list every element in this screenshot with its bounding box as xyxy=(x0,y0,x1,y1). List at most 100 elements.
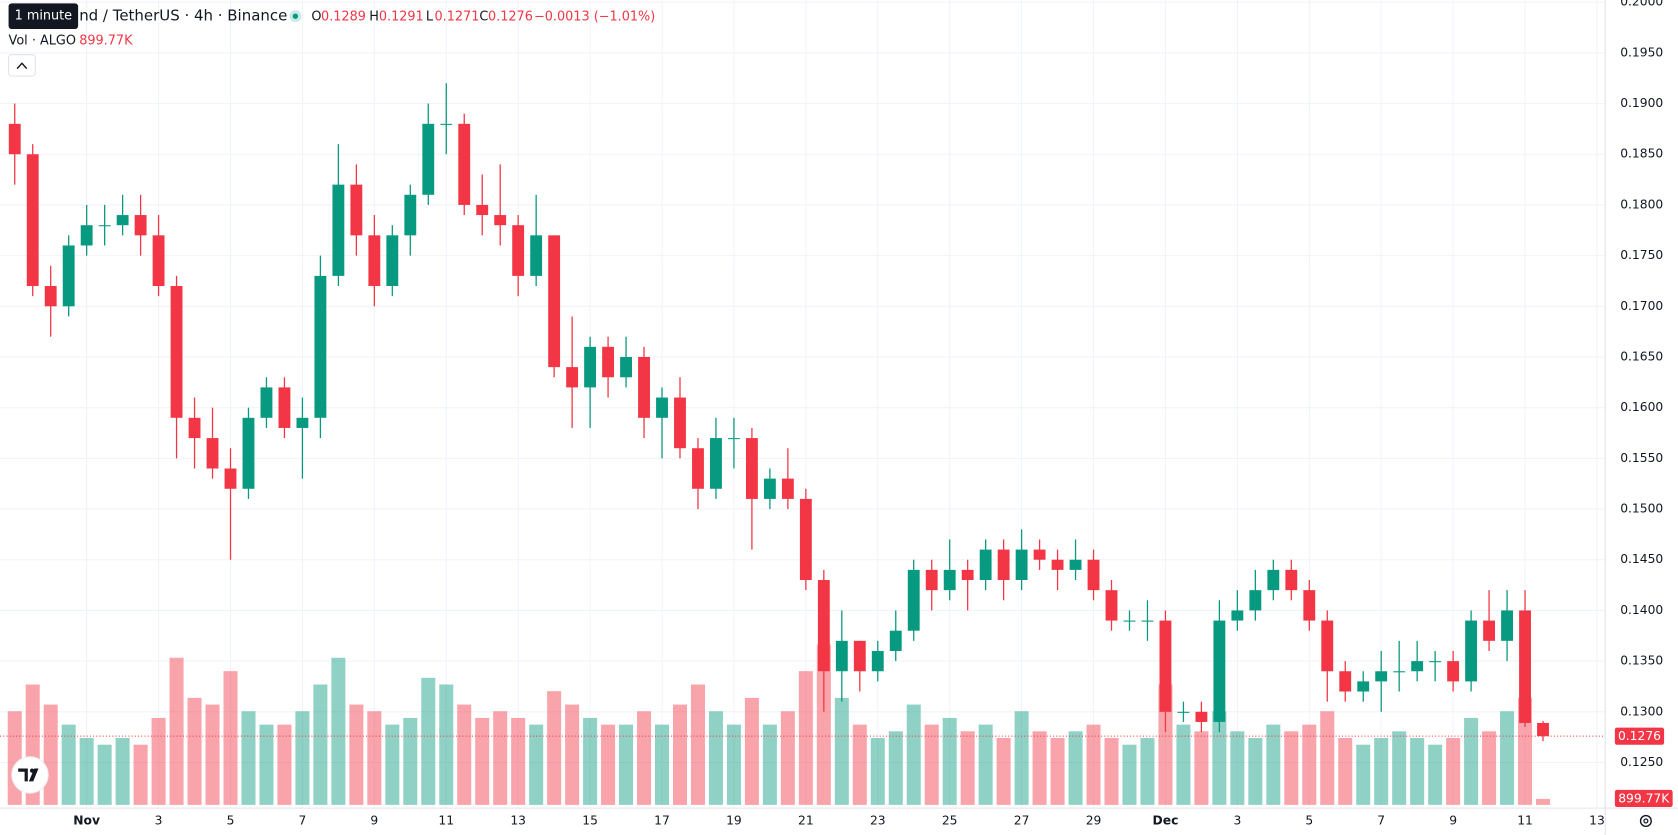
candle-body xyxy=(1267,569,1280,591)
candle-body xyxy=(692,448,704,489)
x-tick-label: Nov xyxy=(73,813,100,827)
candle-body xyxy=(1537,722,1549,737)
x-tick-label: 21 xyxy=(798,813,814,827)
volume-bar xyxy=(295,711,310,805)
volume-bar xyxy=(259,724,274,805)
volume-bar xyxy=(1176,724,1191,805)
volume-bar xyxy=(942,717,957,805)
candle-body xyxy=(170,286,183,418)
candle-body xyxy=(1375,671,1388,682)
volume-bar xyxy=(1536,798,1551,805)
candle-body xyxy=(1177,711,1190,713)
x-tick-label: 7 xyxy=(299,813,307,827)
candle-body xyxy=(889,630,902,651)
candle-body xyxy=(458,123,471,205)
volume-bar xyxy=(708,711,723,805)
volume-bar xyxy=(43,704,58,805)
last-price-label: 0.1276 xyxy=(1618,729,1661,743)
candle-body xyxy=(925,569,938,591)
volume-bar xyxy=(565,704,580,805)
volume-bar xyxy=(349,704,364,805)
candle-body xyxy=(1447,661,1460,682)
candle-body xyxy=(1231,610,1244,621)
collapse-button[interactable] xyxy=(8,54,36,77)
candle-body xyxy=(745,438,758,499)
symbol-title: nd / TetherUS · 4h · Binance xyxy=(79,7,287,25)
candle-body xyxy=(1123,620,1136,622)
candle-body xyxy=(1069,559,1082,570)
candle-body xyxy=(206,438,219,469)
candle-body xyxy=(1033,549,1046,560)
volume-bar xyxy=(439,684,454,805)
volume-bar xyxy=(1446,738,1461,805)
x-tick-label: 13 xyxy=(510,813,526,827)
candle-body xyxy=(1285,569,1298,591)
candle-body xyxy=(1015,549,1028,581)
volume-bar xyxy=(672,704,688,805)
volume-bar xyxy=(367,711,382,805)
volume-bar xyxy=(61,724,76,805)
candle-body xyxy=(1321,620,1334,672)
volume-bar xyxy=(924,724,939,805)
volume-bar xyxy=(205,704,220,805)
x-tick-label: 9 xyxy=(370,813,378,827)
volume-bar xyxy=(852,724,867,805)
candle-body xyxy=(1339,671,1352,692)
candle-body xyxy=(943,569,956,591)
volume-bar xyxy=(511,717,526,805)
volume-bar xyxy=(996,738,1011,805)
candle-body xyxy=(799,498,812,581)
volume-bar xyxy=(1266,724,1281,805)
candle-body xyxy=(152,235,165,287)
candle-body xyxy=(8,123,21,155)
candle-body xyxy=(62,245,75,307)
candle-body xyxy=(602,346,615,378)
volume-tag-label: 899.77K xyxy=(1618,792,1670,806)
candle-body xyxy=(1159,620,1172,712)
candle-body xyxy=(584,346,597,388)
volume-bar xyxy=(547,691,562,805)
candle-body xyxy=(422,123,435,195)
axes: 0.1250 0.1300 0.1350 0.1400 0.1450 0.1500 0.15… xyxy=(73,0,1673,827)
x-tick-label: 11 xyxy=(1517,813,1533,827)
candle-body xyxy=(296,417,309,428)
candle-body xyxy=(781,478,794,499)
logo-circle xyxy=(11,756,49,794)
volume-bar xyxy=(1518,697,1533,805)
volume-bar xyxy=(421,677,436,805)
candle-body xyxy=(620,356,632,378)
x-tick-label: 11 xyxy=(438,813,454,827)
volume-bar xyxy=(1374,738,1389,805)
candle-layer xyxy=(0,83,1606,742)
volume-bar xyxy=(385,724,400,805)
candle-body xyxy=(853,640,866,672)
candle-body xyxy=(1105,590,1118,621)
y-tick-label: 0.1550 xyxy=(1620,451,1663,465)
candle-body xyxy=(1051,559,1064,570)
volume-bar xyxy=(798,671,813,805)
volume-bar xyxy=(780,711,795,805)
volume-bar xyxy=(816,644,831,805)
candle-body xyxy=(1501,610,1513,641)
x-tick-label: 9 xyxy=(1449,813,1457,827)
candle-body xyxy=(961,569,974,581)
settings-icon[interactable] xyxy=(1639,814,1652,827)
y-tick-label: 0.1600 xyxy=(1620,400,1663,414)
tooltip-text: 1 minute xyxy=(15,9,73,24)
volume-bar xyxy=(1194,731,1209,805)
candle-body xyxy=(1483,620,1496,641)
volume-bar xyxy=(1212,711,1227,805)
ohlc-value: 0.1276 xyxy=(488,10,533,25)
volume-bar xyxy=(690,684,705,805)
y-tick-label: 0.1700 xyxy=(1620,299,1663,313)
candle-body xyxy=(674,397,686,449)
candle-body xyxy=(907,569,920,631)
x-tick-label: 17 xyxy=(654,813,670,827)
volume-bar xyxy=(1032,731,1047,805)
volume-title: Vol · ALGO xyxy=(9,33,76,48)
volume-bar xyxy=(1158,684,1173,805)
candle-body xyxy=(638,356,650,418)
candle-body xyxy=(835,640,848,672)
volume-bar xyxy=(762,724,777,805)
